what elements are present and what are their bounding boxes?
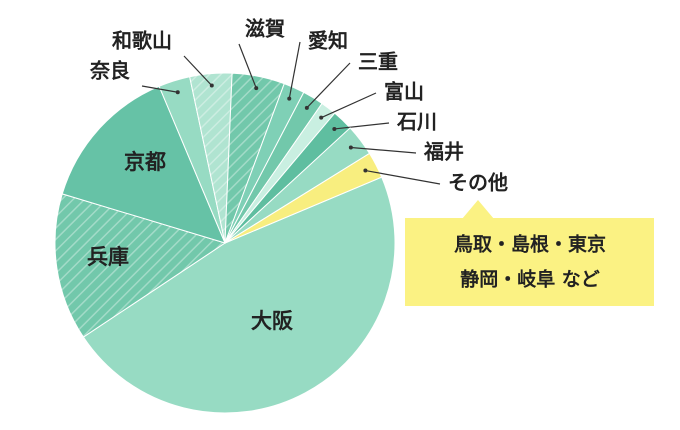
slice-label: 京都 (124, 150, 166, 174)
slice (224, 152, 383, 244)
slice-label: 滋賀 (245, 17, 285, 41)
slice (82, 176, 396, 414)
leader-dot (348, 145, 353, 150)
slice-label: 奈良 (89, 59, 130, 83)
slice-label: 大阪 (251, 309, 294, 333)
leader-line (306, 62, 351, 109)
leader-line (365, 169, 441, 185)
leader-dot (287, 96, 292, 101)
slice-label: 愛知 (308, 29, 348, 53)
slice-label: 福井 (423, 140, 464, 164)
annotation-line: 鳥取・島根・東京 (454, 233, 606, 256)
leader-line (288, 41, 301, 99)
slice-hatch (189, 72, 233, 243)
leader-line (238, 43, 257, 89)
callout (405, 218, 654, 306)
slice-label: その他 (448, 171, 508, 195)
slice (61, 85, 226, 244)
leader-line (350, 146, 417, 154)
annotation-line: 静岡・岐阜 など (460, 268, 600, 291)
leader-dot (209, 83, 214, 88)
slice-hatch (225, 73, 285, 244)
leader-line (141, 85, 178, 93)
leader-line (183, 55, 213, 86)
slice-label: 石川 (396, 110, 437, 134)
annotation-box: 鳥取・島根・東京 静岡・岐阜 など (405, 200, 654, 306)
leader-dot (175, 90, 180, 95)
slice-label: 三重 (358, 50, 398, 74)
leader-dot (254, 86, 259, 91)
slice-hatch (55, 193, 226, 338)
slice-label: 和歌山 (112, 29, 172, 53)
slice-label: 富山 (384, 80, 424, 104)
callout-pointer (462, 200, 494, 219)
leader-line (334, 122, 390, 130)
leader-line (320, 92, 377, 119)
leader-dot (363, 168, 368, 173)
leader-dot (304, 105, 309, 110)
slice-label: 兵庫 (87, 245, 129, 269)
leader-dot (319, 115, 324, 120)
leader-dot (332, 126, 337, 131)
